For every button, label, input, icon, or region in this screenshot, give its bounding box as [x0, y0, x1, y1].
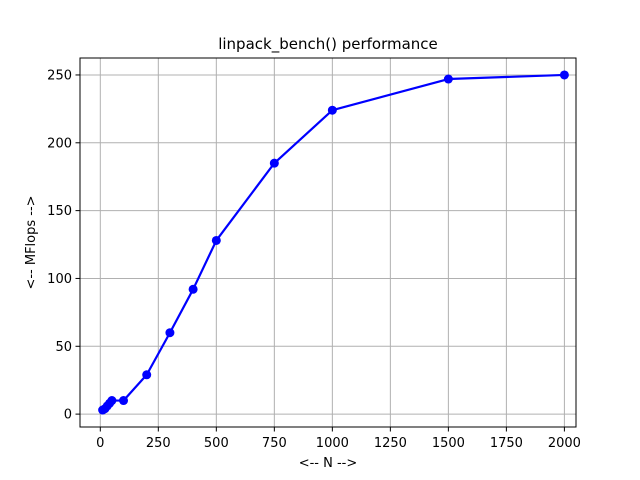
chart-title: linpack_bench() performance — [218, 35, 438, 54]
data-point-marker — [443, 74, 453, 84]
x-tick-label: 1000 — [316, 436, 349, 451]
x-tick-label: 2000 — [548, 436, 581, 451]
y-tick-label: 150 — [47, 204, 72, 219]
x-tick-label: 250 — [146, 436, 171, 451]
plot-frame — [79, 57, 577, 428]
data-point-marker — [211, 235, 221, 245]
y-tick-label: 0 — [64, 408, 72, 423]
x-tick-label: 1500 — [432, 436, 465, 451]
y-tick-label: 50 — [55, 340, 72, 355]
x-tick-label: 750 — [262, 436, 287, 451]
data-point-marker — [269, 158, 279, 168]
y-axis-label: <-- MFlops --> — [24, 195, 39, 289]
grid — [80, 58, 576, 427]
y-tick-label: 200 — [47, 136, 72, 151]
data-point-marker — [327, 105, 337, 115]
x-tick-label: 500 — [204, 436, 229, 451]
x-tick-label: 0 — [96, 436, 104, 451]
data-point-marker — [119, 396, 129, 406]
data-point-marker — [188, 284, 198, 294]
data-point-marker — [165, 328, 175, 338]
x-tick-label: 1250 — [374, 436, 407, 451]
data-point-marker — [107, 396, 117, 406]
plot-area — [80, 58, 576, 427]
y-tick-label: 250 — [47, 68, 72, 83]
y-tick-label: 100 — [47, 272, 72, 287]
x-axis-label: <-- N --> — [299, 456, 358, 471]
data-point-marker — [142, 370, 152, 380]
ticks: 0 250 500 750 1000 1250 1500 1750 2000 0 50 100 150 2… — [47, 68, 581, 451]
data-point-marker — [559, 70, 569, 80]
series-layer — [98, 70, 569, 415]
x-tick-label: 1750 — [490, 436, 523, 451]
